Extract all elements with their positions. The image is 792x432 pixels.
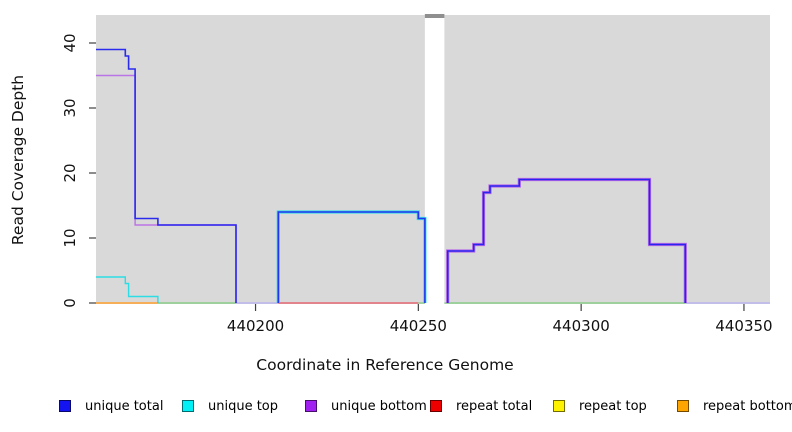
series-line-unique-total <box>96 48 237 303</box>
legend-swatch-icon <box>430 400 442 412</box>
x-axis-label: Coordinate in Reference Genome <box>256 356 514 374</box>
y-tick-label: 10 <box>61 228 79 247</box>
legend-item-repeat-total: repeat total <box>430 396 532 416</box>
legend-item-repeat-bottom: repeat bottom <box>677 396 792 416</box>
series-line-unique-top <box>96 276 159 303</box>
chart-legend: unique total unique top unique bottom repea… <box>0 396 792 420</box>
legend-item-unique-bottom: unique bottom <box>305 396 427 416</box>
legend-item-unique-top: unique top <box>182 396 278 416</box>
legend-swatch-icon <box>553 400 565 412</box>
legend-swatch-icon <box>305 400 317 412</box>
legend-item-unique-total: unique total <box>59 396 163 416</box>
coverage-gap-cap <box>424 14 445 18</box>
y-axis-label: Read Coverage Depth <box>9 74 27 246</box>
y-tick-label: 40 <box>61 33 79 52</box>
y-tick-label: 0 <box>61 298 79 308</box>
legend-item-repeat-top: repeat top <box>553 396 647 416</box>
legend-item-label: unique total <box>85 398 164 414</box>
x-tick-label: 440250 <box>390 317 447 335</box>
coverage-gap-band <box>424 15 445 304</box>
legend-swatch-icon <box>677 400 689 412</box>
x-tick-label: 440350 <box>715 317 772 335</box>
x-tick-label: 440300 <box>553 317 610 335</box>
legend-swatch-icon <box>59 400 71 412</box>
legend-item-label: repeat total <box>456 398 533 414</box>
y-tick-label: 30 <box>61 98 79 117</box>
legend-swatch-icon <box>182 400 194 412</box>
legend-item-label: repeat top <box>579 398 647 414</box>
legend-item-label: unique bottom <box>331 398 427 414</box>
y-tick-label: 20 <box>61 163 79 182</box>
legend-item-label: repeat bottom <box>703 398 792 414</box>
series-line-unique-total <box>277 211 426 303</box>
x-tick-label: 440200 <box>227 317 284 335</box>
series-line-unique-total <box>446 178 687 303</box>
legend-item-label: unique top <box>208 398 279 414</box>
